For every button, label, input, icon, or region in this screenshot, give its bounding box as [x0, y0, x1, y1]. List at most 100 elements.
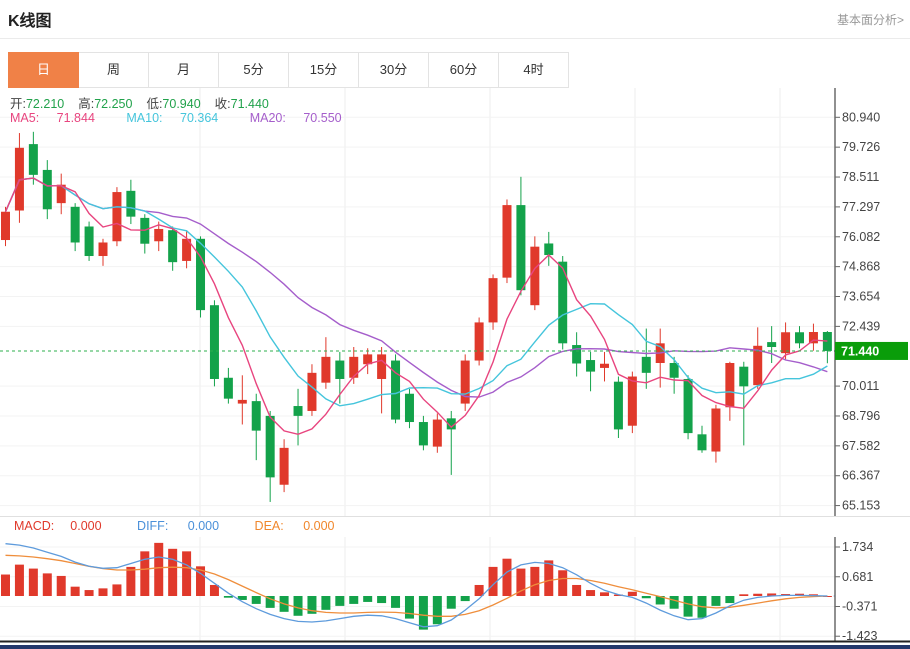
- macd-hist-bar: [168, 548, 178, 596]
- macd-hist-bar: [669, 596, 679, 609]
- macd-hist-bar: [28, 568, 38, 596]
- candle-body: [516, 205, 526, 291]
- candle-body: [641, 356, 651, 373]
- ma20-readout: MA20: 70.550: [249, 111, 342, 125]
- candle-body: [182, 238, 192, 261]
- macd-hist-bar: [154, 542, 164, 596]
- macd-hist-bar: [98, 588, 108, 596]
- tab-60分[interactable]: 60分: [429, 52, 499, 88]
- tab-15分[interactable]: 15分: [289, 52, 359, 88]
- price-tick-label: 76.082: [842, 230, 880, 244]
- candle-body: [223, 377, 233, 399]
- candle-body: [56, 184, 66, 204]
- candle-body: [237, 399, 247, 404]
- macd-hist-bar: [767, 593, 777, 596]
- ma-readout: MA5: 71.844 MA10: 70.364 MA20: 70.550: [10, 111, 370, 125]
- macd-readout: MACD: 0.000 DIFF: 0.000 DEA: 0.000: [14, 519, 367, 533]
- candle-body: [613, 381, 623, 430]
- price-tick-label: 73.654: [842, 289, 880, 303]
- macd-hist-bar: [377, 596, 387, 604]
- macd-tick-label: 0.681: [842, 570, 873, 584]
- macd-tick-label: 1.734: [842, 540, 873, 554]
- macd-hist-bar: [711, 596, 721, 606]
- macd-hist-bar: [502, 558, 512, 596]
- tab-月[interactable]: 月: [149, 52, 219, 88]
- current-price-tag: [835, 341, 908, 360]
- macd-value-readout: MACD: 0.000: [14, 519, 102, 533]
- time-axis-line: [0, 640, 910, 643]
- macd-tick-label: -1.423: [842, 629, 877, 643]
- macd-hist-bar: [363, 596, 373, 602]
- candle-body: [391, 360, 401, 420]
- macd-hist-bar: [391, 596, 401, 608]
- macd-hist-bar: [140, 551, 150, 596]
- tab-30分[interactable]: 30分: [359, 52, 429, 88]
- candle-body: [307, 372, 317, 411]
- range-slider-bar[interactable]: [0, 645, 910, 649]
- price-tick-label: 67.582: [842, 439, 880, 453]
- candle-body: [70, 206, 80, 243]
- tab-周[interactable]: 周: [79, 52, 149, 88]
- candle-body: [711, 408, 721, 452]
- macd-hist-bar: [558, 570, 568, 596]
- dea-value-readout: DEA: 0.000: [254, 519, 335, 533]
- candle-body: [502, 205, 512, 278]
- macd-hist-bar: [544, 560, 554, 596]
- price-tick-label: 74.868: [842, 260, 880, 274]
- macd-chart-svg[interactable]: 1.734 0.681 -0.371 -1.423: [0, 537, 910, 649]
- macd-hist-bar: [251, 596, 261, 604]
- macd-hist-bar: [655, 596, 665, 605]
- macd-hist-bar: [613, 594, 623, 596]
- candle-body: [154, 228, 164, 242]
- candle-body: [753, 345, 763, 386]
- macd-hist-bar: [112, 584, 122, 596]
- ma5-readout: MA5: 71.844: [10, 111, 95, 125]
- macd-hist-bar: [753, 593, 763, 596]
- price-tick-label: 78.511: [842, 170, 879, 184]
- ohlc-readout: 开:72.210 高:72.250 低:70.940 收:71.440: [10, 93, 283, 112]
- panel-separator: [0, 516, 910, 517]
- candle-body: [196, 238, 206, 311]
- tab-4时[interactable]: 4时: [499, 52, 569, 88]
- macd-hist-bar: [572, 584, 582, 596]
- macd-hist-bar: [488, 566, 498, 596]
- candle-body: [349, 356, 359, 378]
- candle-body: [599, 363, 609, 368]
- candle-body: [808, 332, 818, 344]
- fundamental-analysis-link[interactable]: 基本面分析>: [836, 13, 904, 27]
- price-tick-label: 66.367: [842, 469, 880, 483]
- macd-hist-bar: [474, 584, 484, 596]
- price-chart-svg[interactable]: 80.940 79.726 78.511 77.297 76.082 74.868 73.6…: [0, 88, 910, 516]
- tab-日[interactable]: 日: [8, 52, 79, 88]
- macd-hist-bar: [432, 596, 442, 625]
- candle-body: [1, 211, 10, 241]
- candle-body: [781, 332, 791, 354]
- candle-body: [363, 354, 373, 365]
- price-tick-label: 70.011: [842, 379, 879, 393]
- candle-body: [112, 192, 122, 242]
- macd-hist-bar: [404, 596, 414, 619]
- candle-body: [293, 406, 303, 416]
- macd-hist-bar: [42, 573, 52, 596]
- candle-body: [98, 242, 108, 257]
- price-tick-label: 79.726: [842, 140, 880, 154]
- candle-body: [377, 354, 387, 379]
- candle-body: [432, 419, 442, 447]
- macd-hist-bar: [586, 590, 596, 596]
- macd-hist-bar: [293, 596, 303, 616]
- price-tick-label: 80.940: [842, 110, 880, 124]
- candle-body: [84, 226, 94, 257]
- open-value: 72.210: [25, 97, 65, 111]
- macd-hist-bar: [321, 596, 331, 610]
- candle-body: [767, 342, 777, 348]
- macd-hist-bar: [446, 596, 456, 609]
- macd-hist-bar: [530, 566, 540, 596]
- macd-hist-bar: [307, 596, 317, 614]
- tab-5分[interactable]: 5分: [219, 52, 289, 88]
- macd-hist-bar: [516, 568, 526, 596]
- macd-hist-bar: [418, 596, 428, 630]
- macd-hist-bar: [56, 575, 66, 596]
- macd-hist-bar: [739, 594, 749, 596]
- diff-value-readout: DIFF: 0.000: [137, 519, 220, 533]
- macd-hist-bar: [265, 596, 275, 608]
